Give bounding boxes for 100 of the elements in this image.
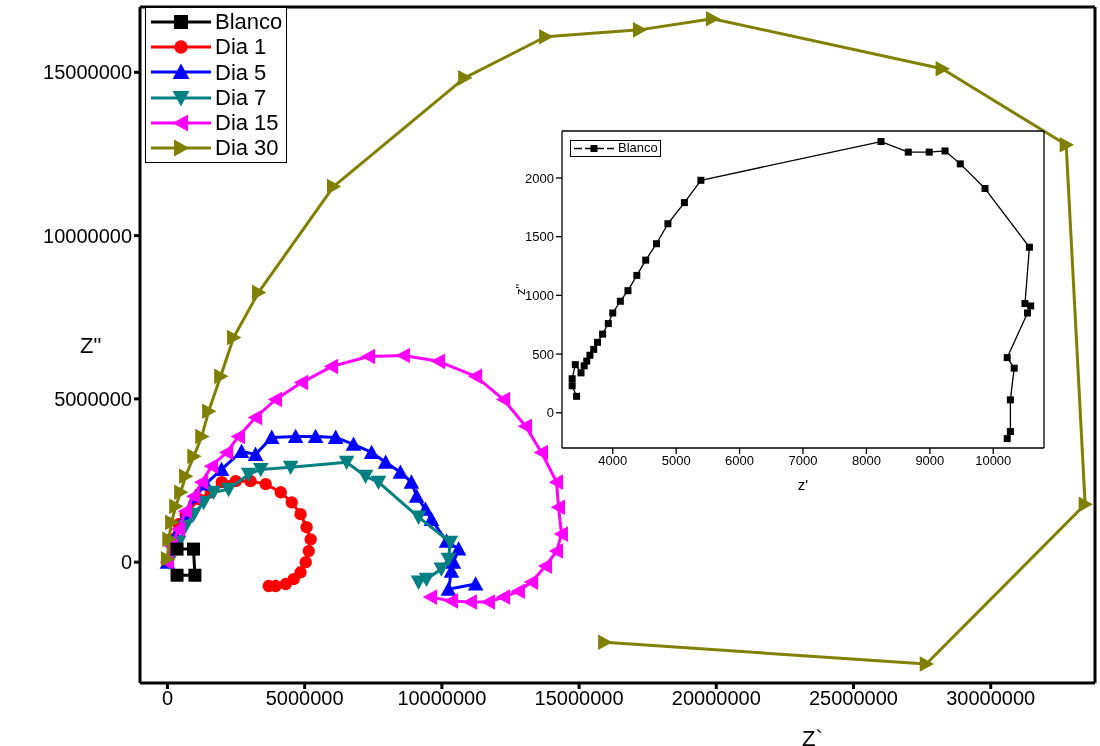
point bbox=[590, 345, 598, 353]
point bbox=[573, 392, 581, 400]
y-tick-label: 1000 bbox=[525, 287, 554, 303]
point bbox=[274, 486, 287, 499]
point bbox=[1078, 496, 1093, 513]
y-tick-label: 10000000 bbox=[43, 224, 132, 247]
point bbox=[307, 428, 324, 443]
point bbox=[443, 593, 458, 609]
point bbox=[467, 576, 484, 591]
point bbox=[495, 391, 511, 408]
y-axis-title: Z" bbox=[80, 332, 102, 358]
point bbox=[462, 594, 477, 610]
point bbox=[422, 589, 438, 605]
point bbox=[377, 454, 394, 469]
point bbox=[304, 533, 317, 546]
legend-label: Dia 7 bbox=[215, 84, 267, 111]
point bbox=[267, 391, 283, 408]
point bbox=[392, 464, 409, 479]
point bbox=[403, 474, 420, 489]
point bbox=[408, 488, 425, 503]
point bbox=[263, 429, 280, 444]
y-tick-label: 15000000 bbox=[43, 61, 132, 84]
legend-label: Dia 15 bbox=[215, 110, 279, 136]
point bbox=[187, 542, 201, 556]
point bbox=[616, 297, 624, 305]
point bbox=[338, 455, 355, 471]
x-tick-label: 8000 bbox=[851, 453, 881, 469]
point bbox=[213, 461, 230, 476]
point bbox=[599, 330, 607, 338]
point bbox=[594, 338, 602, 346]
point bbox=[642, 256, 650, 264]
point bbox=[357, 469, 374, 485]
point bbox=[633, 271, 641, 279]
point bbox=[433, 562, 450, 577]
point bbox=[981, 185, 989, 193]
point bbox=[299, 555, 312, 569]
point bbox=[230, 428, 246, 445]
legend-label: Dia 5 bbox=[215, 59, 267, 85]
point bbox=[1025, 243, 1033, 251]
legend-label: Blanco bbox=[215, 9, 283, 35]
point bbox=[370, 475, 387, 490]
point bbox=[577, 369, 585, 377]
point bbox=[705, 10, 721, 27]
point bbox=[539, 28, 554, 45]
point bbox=[1024, 309, 1032, 317]
point bbox=[935, 60, 950, 77]
point bbox=[170, 542, 184, 556]
point bbox=[165, 514, 180, 531]
point bbox=[285, 496, 298, 509]
point bbox=[287, 428, 304, 443]
point bbox=[1027, 302, 1035, 310]
point bbox=[247, 409, 263, 426]
point bbox=[919, 656, 935, 672]
point bbox=[259, 477, 272, 491]
point bbox=[467, 368, 483, 385]
point bbox=[598, 634, 613, 650]
point bbox=[632, 22, 648, 38]
point bbox=[458, 70, 473, 86]
point bbox=[293, 374, 309, 391]
x-tick-label: 4000 bbox=[598, 453, 628, 469]
point bbox=[179, 468, 194, 485]
point bbox=[624, 287, 632, 295]
point bbox=[205, 485, 222, 501]
point bbox=[495, 589, 511, 605]
point bbox=[510, 583, 525, 600]
legend-label: Blanco bbox=[618, 140, 658, 156]
x-tick-label: 30000000 bbox=[946, 687, 1036, 710]
point bbox=[517, 418, 533, 435]
point bbox=[174, 484, 189, 501]
point bbox=[345, 436, 362, 451]
x-tick-label: 10000000 bbox=[397, 687, 487, 710]
point bbox=[1003, 435, 1011, 443]
x-axis-title: Z` bbox=[802, 726, 823, 746]
point bbox=[1006, 396, 1014, 404]
y-tick-label: 500 bbox=[532, 346, 554, 362]
point bbox=[430, 353, 446, 370]
point bbox=[202, 403, 217, 420]
point bbox=[193, 474, 209, 490]
point bbox=[568, 375, 576, 383]
point bbox=[604, 320, 612, 328]
point bbox=[195, 428, 210, 445]
x-tick-label: 5000000 bbox=[265, 687, 344, 710]
y-tick-label: 5000000 bbox=[54, 387, 132, 410]
point bbox=[523, 574, 539, 590]
point bbox=[188, 568, 202, 582]
point bbox=[187, 448, 202, 465]
point bbox=[904, 148, 912, 156]
point bbox=[300, 521, 313, 534]
x-tick-label: 20000000 bbox=[671, 687, 761, 710]
point bbox=[877, 138, 885, 146]
x-axis-title: z' bbox=[797, 476, 809, 493]
point bbox=[247, 446, 264, 461]
point bbox=[440, 581, 457, 596]
x-tick-label: 5000 bbox=[661, 453, 691, 469]
point bbox=[548, 474, 564, 490]
point bbox=[664, 220, 672, 228]
point bbox=[1059, 137, 1074, 153]
point bbox=[550, 499, 565, 516]
x-tick-label: 10000 bbox=[975, 453, 1012, 469]
legend-label: Dia 30 bbox=[215, 135, 279, 161]
